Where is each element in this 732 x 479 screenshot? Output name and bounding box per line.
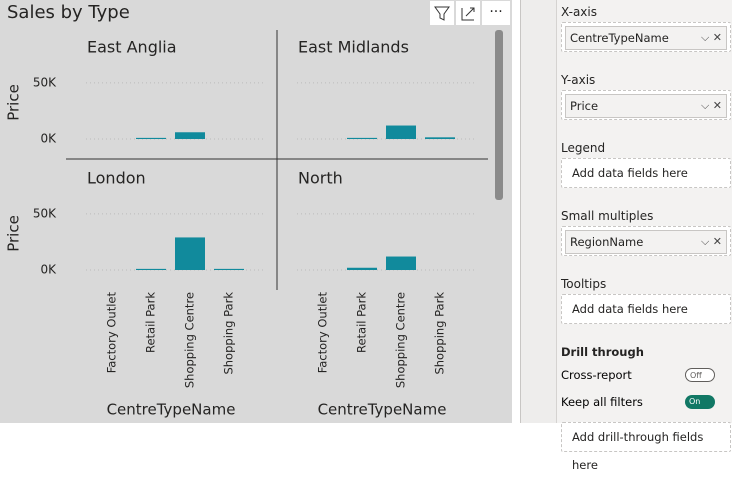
field-pill[interactable]: CentreTypeName ⌵ ✕: [565, 26, 727, 50]
toggle-row: Cross-report Off: [561, 362, 731, 389]
visual-background: [0, 0, 512, 423]
toggle-switch[interactable]: Off: [685, 368, 715, 382]
panel-title: East Midlands: [298, 38, 409, 57]
y-tick-label: 0K: [40, 132, 57, 146]
bar: [347, 137, 377, 139]
bar: [175, 237, 205, 270]
pill-icons[interactable]: ⌵ ✕: [700, 235, 722, 248]
scrollbar[interactable]: [495, 30, 503, 200]
toggle-label: Keep all filters: [561, 395, 643, 409]
filter-icon: [434, 6, 450, 21]
panel-title: London: [87, 169, 146, 188]
y-axis-label: Price: [5, 215, 23, 252]
field-well[interactable]: Add data fields here: [561, 294, 731, 324]
field-pill[interactable]: RegionName ⌵ ✕: [565, 230, 727, 254]
bar: [425, 137, 455, 139]
x-tick-label: Retail Park: [355, 292, 369, 353]
pill-icons[interactable]: ⌵ ✕: [700, 99, 722, 112]
bar: [386, 125, 416, 139]
field-name: RegionName: [570, 235, 644, 249]
well-label: Small multiples: [561, 209, 654, 223]
focus-button[interactable]: [456, 1, 480, 25]
x-axis-label: CentreTypeName: [107, 401, 236, 419]
pane-strip: [521, 0, 557, 423]
panel-title: East Anglia: [87, 38, 177, 57]
field-well[interactable]: Price ⌵ ✕: [561, 90, 731, 120]
more-icon: ···: [489, 4, 502, 20]
well-label: Legend: [561, 141, 606, 155]
x-tick-label: Shopping Centre: [183, 292, 197, 388]
y-tick-label: 50K: [33, 206, 57, 220]
x-tick-label: Factory Outlet: [316, 292, 330, 374]
visual-title: Sales by Type: [7, 2, 130, 23]
bar: [136, 268, 166, 270]
y-axis-label: Price: [5, 84, 23, 121]
field-name: CentreTypeName: [570, 31, 669, 45]
bar: [175, 132, 205, 139]
more-button[interactable]: [482, 1, 510, 25]
x-axis-label: CentreTypeName: [318, 401, 447, 419]
toggle-label: Cross-report: [561, 368, 632, 382]
fields-pane: X-axis CentreTypeName ⌵ ✕ Y-axis Price ⌵ ✕ Leg…: [520, 0, 732, 472]
bar: [136, 137, 166, 139]
well-label: Tooltips: [561, 277, 607, 291]
field-wells: X-axis CentreTypeName ⌵ ✕ Y-axis Price ⌵ ✕ Leg…: [561, 0, 731, 472]
visual: Sales by Type ··· East Anglia 0K 50K Price E…: [0, 0, 512, 423]
pill-icons[interactable]: ⌵ ✕: [700, 31, 722, 44]
x-tick-label: Shopping Centre: [394, 292, 408, 388]
panel-title: North: [298, 169, 343, 188]
well-label: X-axis: [561, 5, 597, 19]
placeholder: Add drill-through fields here: [572, 430, 704, 472]
field-pill[interactable]: Price ⌵ ✕: [565, 94, 727, 118]
field-well[interactable]: Add data fields here: [561, 158, 731, 188]
y-tick-label: 50K: [33, 75, 57, 89]
toggle-row: Keep all filters On: [561, 389, 731, 416]
toggle-switch[interactable]: On: [685, 395, 715, 409]
x-tick-label: Shopping Park: [433, 292, 447, 375]
field-well[interactable]: Add drill-through fields here: [561, 422, 731, 472]
field-well[interactable]: CentreTypeName ⌵ ✕: [561, 22, 731, 52]
placeholder: Add data fields here: [572, 166, 688, 180]
bar: [386, 256, 416, 270]
field-name: Price: [570, 99, 599, 113]
section-title: Drill through: [561, 345, 644, 359]
bar: [347, 267, 377, 270]
x-tick-label: Shopping Park: [222, 292, 236, 375]
x-tick-label: Factory Outlet: [105, 292, 119, 374]
x-tick-label: Retail Park: [144, 292, 158, 353]
bar: [214, 268, 244, 270]
field-well[interactable]: RegionName ⌵ ✕: [561, 226, 731, 256]
y-tick-label: 0K: [40, 263, 57, 277]
focus-icon: [461, 7, 475, 21]
well-label: Y-axis: [561, 73, 596, 87]
filter-button[interactable]: [430, 1, 454, 25]
placeholder: Add data fields here: [572, 302, 688, 316]
